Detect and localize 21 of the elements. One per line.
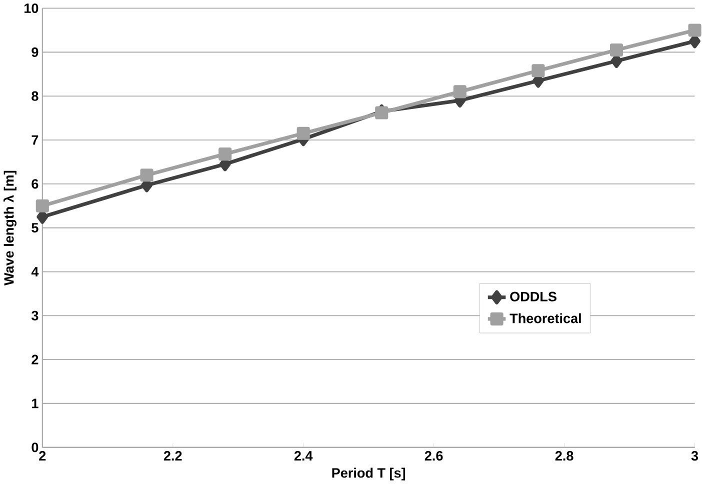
y-tick-label: 1 — [32, 398, 38, 408]
y-tick-label: 0 — [32, 442, 38, 452]
y-tick-label: 8 — [32, 91, 38, 101]
y-tick-label: 10 — [24, 4, 38, 14]
y-tick-label: 9 — [32, 47, 38, 58]
y-tick-label: 4 — [31, 267, 39, 276]
x-tick-label: 2.2 — [164, 451, 182, 461]
x-tick-label: 2.6 — [424, 451, 443, 461]
x-tick-label: 2.4 — [294, 451, 313, 461]
x-axis-title: Period T [s] — [332, 468, 406, 480]
y-tick-label: 7 — [32, 135, 38, 145]
x-tick-label: 2 — [39, 451, 46, 461]
y-tick-label: 2 — [32, 354, 38, 364]
x-tick-label: 2.8 — [555, 451, 574, 461]
legend-label: Theoretical — [510, 313, 581, 324]
y-tick-label: 5 — [32, 223, 38, 233]
legend-label: ODDLS — [510, 292, 556, 302]
y-axis-title: Wave length λ [m] — [3, 170, 17, 286]
y-tick-label: 3 — [31, 310, 38, 320]
y-tick-label: 6 — [32, 179, 38, 189]
x-tick-label: 3 — [691, 451, 698, 461]
